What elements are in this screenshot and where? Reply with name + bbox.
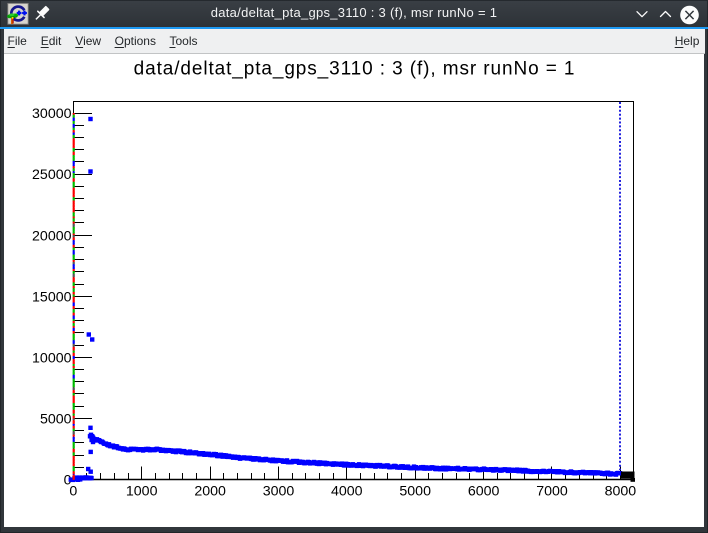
- svg-text:3000: 3000: [263, 484, 295, 500]
- svg-text:5000: 5000: [399, 484, 431, 500]
- svg-text:8000: 8000: [605, 484, 637, 500]
- svg-text:0: 0: [64, 473, 72, 489]
- svg-text:4000: 4000: [331, 484, 363, 500]
- svg-text:15000: 15000: [32, 289, 72, 305]
- svg-text:6000: 6000: [468, 484, 500, 500]
- svg-text:7000: 7000: [536, 484, 568, 500]
- svg-text:2000: 2000: [194, 484, 226, 500]
- svg-text:25000: 25000: [32, 167, 72, 183]
- svg-text:data/deltat_pta_gps_3110 : 3 (: data/deltat_pta_gps_3110 : 3 (f), msr ru…: [134, 58, 576, 79]
- svg-text:20000: 20000: [32, 228, 72, 244]
- svg-text:0: 0: [69, 484, 77, 500]
- svg-text:10000: 10000: [32, 350, 72, 366]
- svg-text:5000: 5000: [40, 412, 72, 428]
- svg-text:30000: 30000: [32, 106, 72, 122]
- svg-text:1000: 1000: [126, 484, 158, 500]
